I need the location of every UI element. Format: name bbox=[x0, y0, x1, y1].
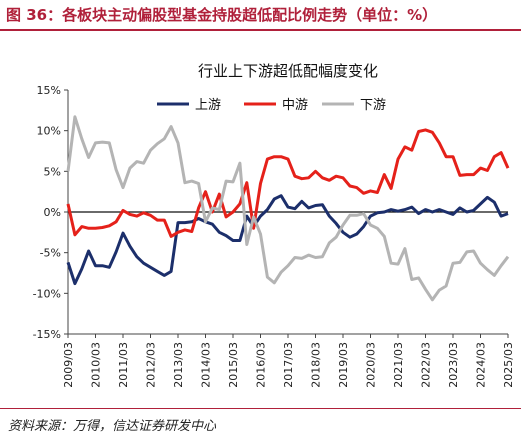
footer-rule bbox=[0, 408, 521, 409]
figure-title: 图 36：各板块主动偏股型基金持股超低配比例走势（单位：%） bbox=[6, 6, 438, 24]
legend-label-midstream: 中游 bbox=[282, 98, 308, 113]
y-tick-label: 10% bbox=[37, 125, 61, 138]
figure-header: 图 36：各板块主动偏股型基金持股超低配比例走势（单位：%） bbox=[0, 0, 521, 31]
x-tick-label: 2014/03 bbox=[200, 342, 213, 388]
chart-title: 行业上下游超低配幅度变化 bbox=[198, 62, 378, 80]
x-tick-label: 2023/03 bbox=[447, 342, 460, 388]
header-rule bbox=[0, 29, 521, 31]
x-tick-label: 2009/03 bbox=[62, 342, 75, 388]
x-tick-label: 2021/03 bbox=[392, 342, 405, 388]
x-tick-label: 2013/03 bbox=[172, 342, 185, 388]
series-line-midstream bbox=[66, 128, 510, 238]
y-tick-label: 15% bbox=[37, 84, 61, 97]
x-tick-label: 2011/03 bbox=[117, 342, 130, 388]
x-tick-label: 2017/03 bbox=[282, 342, 295, 388]
x-tick-label: 2019/03 bbox=[337, 342, 350, 388]
x-tick-label: 2020/03 bbox=[365, 342, 378, 388]
x-tick-label: 2015/03 bbox=[227, 342, 240, 388]
y-tick-label: 0% bbox=[44, 206, 61, 219]
x-tick-label: 2012/03 bbox=[145, 342, 158, 388]
y-tick-label: -5% bbox=[40, 247, 61, 260]
legend-label-upstream: 上游 bbox=[195, 98, 221, 113]
source-note: 资料来源：万得，信达证券研发中心 bbox=[8, 419, 217, 434]
x-tick-label: 2022/03 bbox=[420, 342, 433, 388]
legend-label-downstream: 下游 bbox=[360, 98, 386, 113]
x-tick-label: 2024/03 bbox=[475, 342, 488, 388]
series-line-upstream bbox=[66, 194, 509, 286]
y-tick-label: -10% bbox=[33, 287, 61, 300]
x-tick-label: 2018/03 bbox=[310, 342, 323, 388]
series-line-downstream bbox=[66, 115, 510, 302]
x-tick-label: 2025/03 bbox=[502, 342, 515, 388]
y-tick-label: -15% bbox=[33, 328, 61, 341]
x-tick-label: 2016/03 bbox=[255, 342, 268, 388]
x-tick-label: 2010/03 bbox=[90, 342, 103, 388]
y-tick-label: 5% bbox=[44, 165, 61, 178]
